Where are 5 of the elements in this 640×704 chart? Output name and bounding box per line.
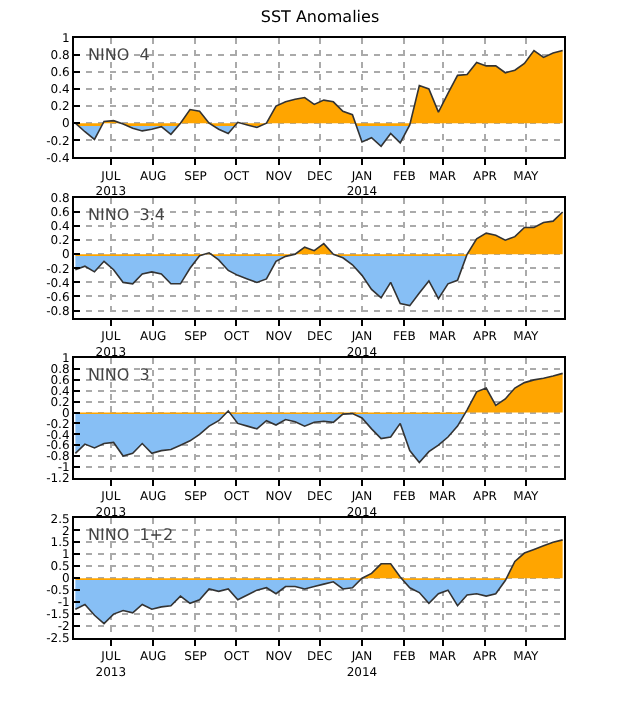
annotation: NINO 4 bbox=[88, 46, 150, 64]
annotation: NINO 3.4 bbox=[88, 206, 165, 224]
annotation: NINO 3 bbox=[88, 366, 150, 384]
annotation: NINO 1+2 bbox=[88, 526, 174, 544]
chart-title: SST Anomalies bbox=[260, 7, 380, 26]
